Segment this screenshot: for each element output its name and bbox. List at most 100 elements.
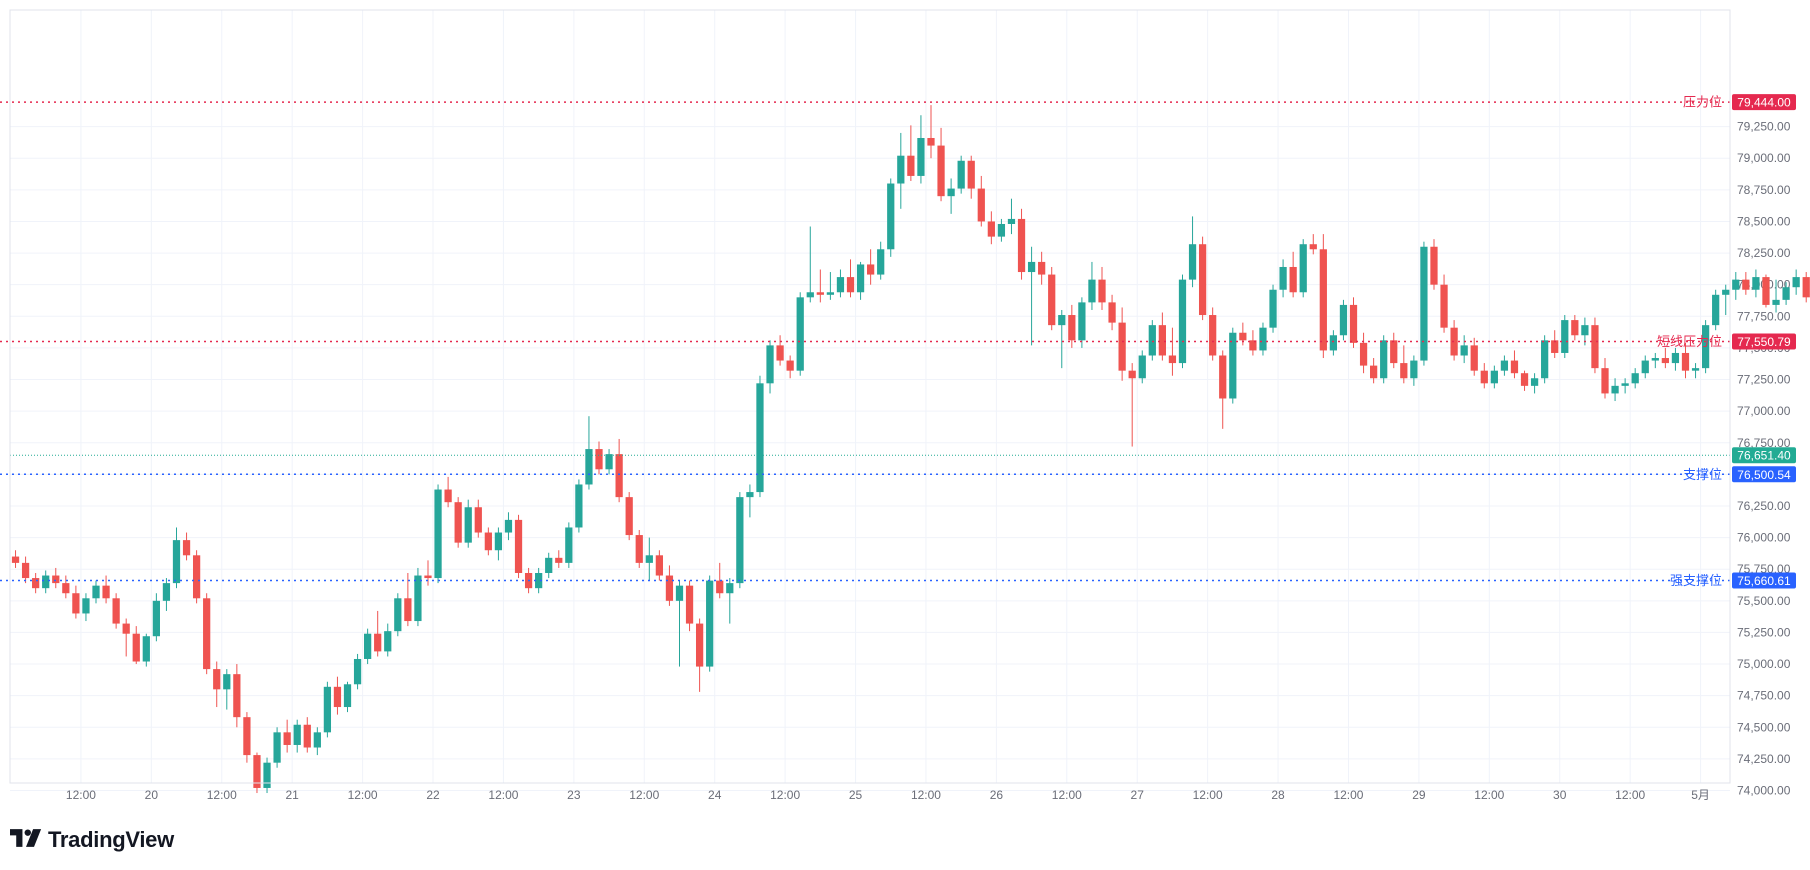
- time-tick-label: 22: [426, 788, 440, 802]
- candle-body: [645, 555, 653, 563]
- time-tick-label: 12:00: [1474, 788, 1504, 802]
- level-lines: 压力位 79,444.00 短线压力位 77,550.79 支撑位 76,500.54 强支…: [0, 94, 1796, 589]
- price-tick-label: 79,250.00: [1737, 120, 1791, 134]
- candle-body: [243, 717, 251, 756]
- candle-body: [1782, 287, 1790, 300]
- candle-body: [957, 160, 965, 189]
- candle-body: [1088, 279, 1096, 303]
- candle-body: [736, 497, 744, 584]
- candle-body: [1339, 304, 1348, 336]
- candle-body: [1551, 340, 1559, 353]
- candle-body: [1722, 289, 1730, 295]
- candle-body: [283, 732, 291, 745]
- candle-body: [987, 221, 995, 237]
- candle-body: [877, 249, 885, 275]
- level-price-text: 79,444.00: [1737, 96, 1791, 110]
- time-tick-label: 12:00: [911, 788, 941, 802]
- candle-body: [1430, 246, 1438, 285]
- candle-body: [1611, 385, 1619, 394]
- candle-body: [1671, 352, 1680, 364]
- candle-body: [263, 762, 271, 788]
- candle-body: [514, 519, 523, 573]
- candle-body: [1007, 218, 1016, 224]
- candle-body: [917, 137, 925, 176]
- candle-body: [1229, 332, 1237, 399]
- candle-body: [253, 755, 261, 788]
- candle-body: [706, 580, 714, 667]
- price-tick-label: 74,250.00: [1737, 752, 1791, 766]
- candle-body: [182, 540, 191, 556]
- candle-body: [887, 183, 895, 250]
- candle-body: [1792, 277, 1800, 288]
- candle-body: [1289, 266, 1297, 293]
- candle-body: [42, 575, 50, 589]
- candle-body: [856, 264, 865, 293]
- candle-body: [545, 557, 553, 573]
- last-price-badge: [1732, 447, 1796, 464]
- time-tick-label: 12:00: [629, 788, 659, 802]
- time-tick-label: 12:00: [348, 788, 378, 802]
- price-tick-label: 74,000.00: [1737, 784, 1791, 798]
- time-tick-label: 30: [1553, 788, 1567, 802]
- level-price-text: 75,660.61: [1737, 574, 1791, 588]
- candle-body: [333, 686, 342, 708]
- candle-body: [32, 578, 40, 589]
- grid: [10, 10, 1730, 791]
- candle-body: [62, 583, 70, 594]
- tradingview-logo-icon: [10, 828, 42, 852]
- candle-body: [1651, 358, 1659, 361]
- candle-body: [1762, 277, 1770, 305]
- candle-body: [1601, 368, 1609, 394]
- candle-body: [1239, 332, 1247, 341]
- candle-body: [313, 732, 321, 748]
- time-tick-label: 23: [567, 788, 581, 802]
- candle-body: [1279, 266, 1287, 290]
- candle-body: [364, 633, 372, 659]
- candle-body: [786, 360, 794, 371]
- candle-body: [1802, 277, 1810, 298]
- brand-logo[interactable]: TradingView: [10, 825, 174, 855]
- price-tick-label: 77,750.00: [1737, 309, 1791, 323]
- price-tick-label: 75,250.00: [1737, 625, 1791, 639]
- time-tick-label: 12:00: [1615, 788, 1645, 802]
- candle-body: [1349, 304, 1358, 343]
- candle-body: [1661, 358, 1669, 364]
- candle-body: [756, 383, 764, 493]
- candle-body: [1158, 325, 1166, 356]
- candle-body: [1571, 320, 1579, 336]
- candle-body: [907, 155, 915, 176]
- candle-body: [1078, 302, 1086, 341]
- time-tick-label: 12:00: [770, 788, 800, 802]
- candle-body: [142, 636, 150, 662]
- price-tick-label: 77,000.00: [1737, 404, 1791, 418]
- level-name-label: 支撑位: [1683, 468, 1722, 483]
- candle-body: [213, 669, 221, 690]
- candle-body: [11, 556, 20, 563]
- candle-body: [1480, 370, 1488, 384]
- plot-border: [9, 9, 1731, 784]
- time-tick-label: 12:00: [207, 788, 237, 802]
- candle-body: [867, 264, 875, 275]
- candle-body: [726, 583, 734, 594]
- candle-body: [152, 600, 160, 637]
- time-axis: 12:00 20 12:00 21 12:00 22 12:00 23 12:00 24 12:00…: [66, 788, 1710, 802]
- brand-name: TradingView: [48, 827, 174, 852]
- candle-body: [122, 623, 130, 634]
- time-tick-label: 12:00: [1333, 788, 1363, 802]
- level-price-badge: [1732, 94, 1796, 111]
- candle-body: [1400, 363, 1408, 379]
- candle-body: [555, 557, 563, 563]
- candle-body: [776, 345, 784, 361]
- candle-body: [1209, 315, 1217, 356]
- last-price: 76,651.40: [10, 447, 1796, 464]
- candle-body: [223, 674, 231, 690]
- time-tick-label: 20: [145, 788, 159, 802]
- time-tick-label: 25: [849, 788, 863, 802]
- candle-body: [72, 593, 80, 614]
- candle-body: [203, 598, 211, 670]
- candle-body: [233, 674, 241, 718]
- candle-body: [434, 489, 442, 579]
- candle-body: [303, 724, 311, 748]
- candle-body: [21, 562, 30, 579]
